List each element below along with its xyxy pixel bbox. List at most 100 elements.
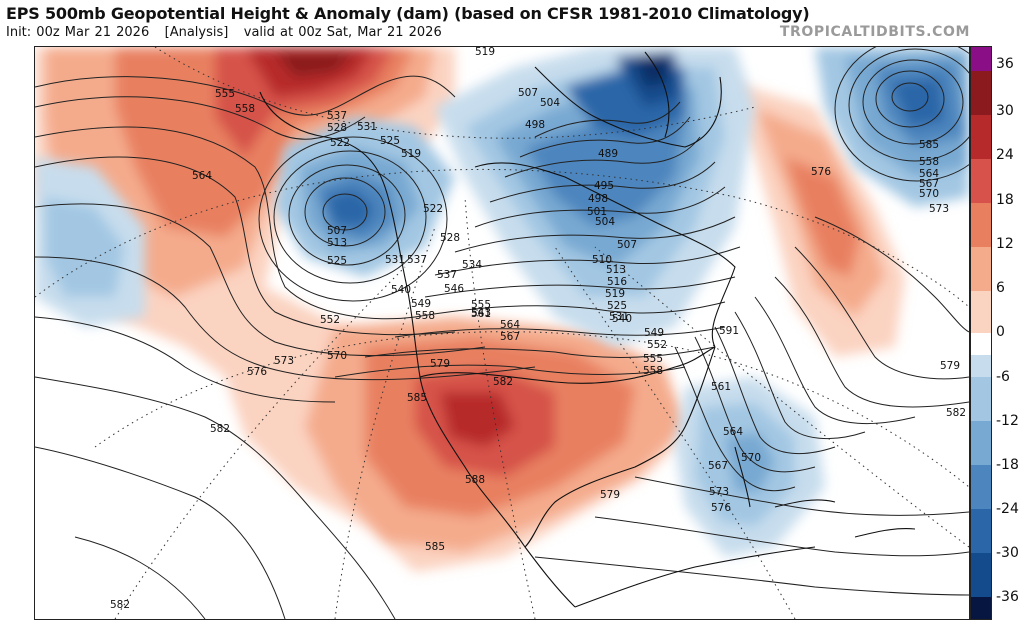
contour-label: 555 — [643, 353, 663, 365]
contour-label: 567 — [919, 178, 939, 190]
contour-label: 591 — [719, 325, 739, 337]
contour-label: 525 — [607, 300, 627, 312]
positive-anomaly-shading — [35, 47, 905, 572]
contour-label: 576 — [711, 502, 731, 514]
colorbar-segment — [971, 47, 991, 71]
contour-label: 576 — [247, 366, 267, 378]
contour-label: 531 — [385, 254, 405, 266]
contour-label: 582 — [493, 376, 513, 388]
contour-label: 561 — [711, 381, 731, 393]
colorbar-tick-label: 30 — [996, 103, 1014, 119]
contour-label: 540 — [391, 284, 411, 296]
contour-label: 504 — [540, 97, 560, 109]
contour-labels: 519 555 558 537 528 531 525 522 519 564 … — [110, 47, 966, 611]
contour-label: 546 — [444, 283, 464, 295]
contour-label: 579 — [430, 358, 450, 370]
colorbar-segment — [971, 203, 991, 247]
colorbar-segment — [971, 71, 991, 115]
contour-label: 495 — [594, 180, 614, 192]
latlon-grid — [35, 47, 969, 619]
contour-label: 525 — [380, 135, 400, 147]
init-valid-line: Init: 00z Mar 21 2026 [Analysis] valid a… — [6, 25, 442, 40]
colorbar-segment — [971, 291, 991, 333]
contour-label: 519 — [605, 288, 625, 300]
contour-label: 567 — [500, 331, 520, 343]
contour-label: 507 — [327, 225, 347, 237]
contour-label: 498 — [588, 193, 608, 205]
contour-label: 564 — [192, 170, 212, 182]
contour-label: 564 — [919, 168, 939, 180]
colorbar-tick-label: 0 — [996, 324, 1005, 340]
colorbar-segment — [971, 509, 991, 553]
contour-label: 528 — [327, 122, 347, 134]
contour-label: 522 — [423, 203, 443, 215]
colorbar-tick-label: 24 — [996, 147, 1014, 163]
contour-label: 543 — [471, 307, 491, 319]
contour-label: 531 — [609, 311, 629, 323]
contour-label: 519 — [401, 148, 421, 160]
colorbar-tick-label: -36 — [996, 589, 1019, 605]
contour-label: 573 — [929, 203, 949, 215]
chart-title: EPS 500mb Geopotential Height & Anomaly … — [6, 4, 810, 23]
site-brand[interactable]: TROPICALTIDBITS.COM — [779, 24, 970, 40]
contour-label: 561 — [471, 308, 491, 320]
contour-label: 579 — [940, 360, 960, 372]
contour-label: 558 — [235, 103, 255, 115]
contour-label: 504 — [595, 216, 615, 228]
contour-label: 507 — [617, 239, 637, 251]
contour-label: 489 — [598, 148, 618, 160]
colorbar-segment — [971, 355, 991, 377]
contour-label: 588 — [465, 474, 485, 486]
init-label: Init: 00z Mar 21 2026 — [6, 25, 150, 40]
colorbar-tick-label: 6 — [996, 280, 1005, 296]
contour-label: 573 — [274, 355, 294, 367]
colorbar-tick-label: 36 — [996, 56, 1014, 72]
contour-label: 570 — [741, 452, 761, 464]
contour-label: 516 — [607, 276, 627, 288]
contour-label: 507 — [518, 87, 538, 99]
colorbar-segment — [971, 421, 991, 465]
contour-label: 498 — [525, 119, 545, 131]
colorbar-segment — [971, 115, 991, 159]
colorbar-tick-label: -18 — [996, 457, 1019, 473]
contour-label: 585 — [919, 139, 939, 151]
analysis-label: [Analysis] — [164, 25, 229, 40]
contour-label: 579 — [600, 489, 620, 501]
contour-label: 564 — [723, 426, 743, 438]
contour-label: 537 — [327, 110, 347, 122]
map-svg: 519 555 558 537 528 531 525 522 519 564 … — [35, 47, 969, 619]
contour-label: 549 — [411, 298, 431, 310]
contour-label: 534 — [462, 259, 482, 271]
colorbar-tick-label: -12 — [996, 413, 1019, 429]
header: EPS 500mb Geopotential Height & Anomaly … — [0, 0, 1024, 44]
colorbar-segment — [971, 377, 991, 421]
colorbar-tick-label: 12 — [996, 236, 1014, 252]
contour-label: 558 — [919, 156, 939, 168]
contour-label: 582 — [110, 599, 130, 611]
map-panel: 519 555 558 537 528 531 525 522 519 564 … — [34, 46, 970, 620]
colorbar-segment — [971, 553, 991, 597]
contour-label: 576 — [811, 166, 831, 178]
contour-label: 501 — [587, 206, 607, 218]
contour-label: 549 — [644, 327, 664, 339]
contour-label: 585 — [407, 392, 427, 404]
contour-label: 519 — [475, 47, 495, 58]
contour-label: 531 — [357, 121, 377, 133]
contour-label: 582 — [210, 423, 230, 435]
coastlines — [259, 51, 916, 608]
colorbar-tick-label: 18 — [996, 192, 1014, 208]
contour-label: 582 — [946, 407, 966, 419]
contour-label: 528 — [440, 232, 460, 244]
contour-label: 513 — [327, 237, 347, 249]
colorbar-segment — [971, 159, 991, 203]
contour-label: 555 — [215, 88, 235, 100]
contour-label: 564 — [500, 319, 520, 331]
contour-label: 573 — [709, 486, 729, 498]
colorbar-segment — [971, 247, 991, 291]
contour-label: 555 — [471, 299, 491, 311]
contour-label: 525 — [327, 255, 347, 267]
contour-label: 585 — [425, 541, 445, 553]
anomaly-colorbar — [970, 46, 992, 620]
colorbar-tick-label: -6 — [996, 369, 1010, 385]
contour-label: 567 — [708, 460, 728, 472]
